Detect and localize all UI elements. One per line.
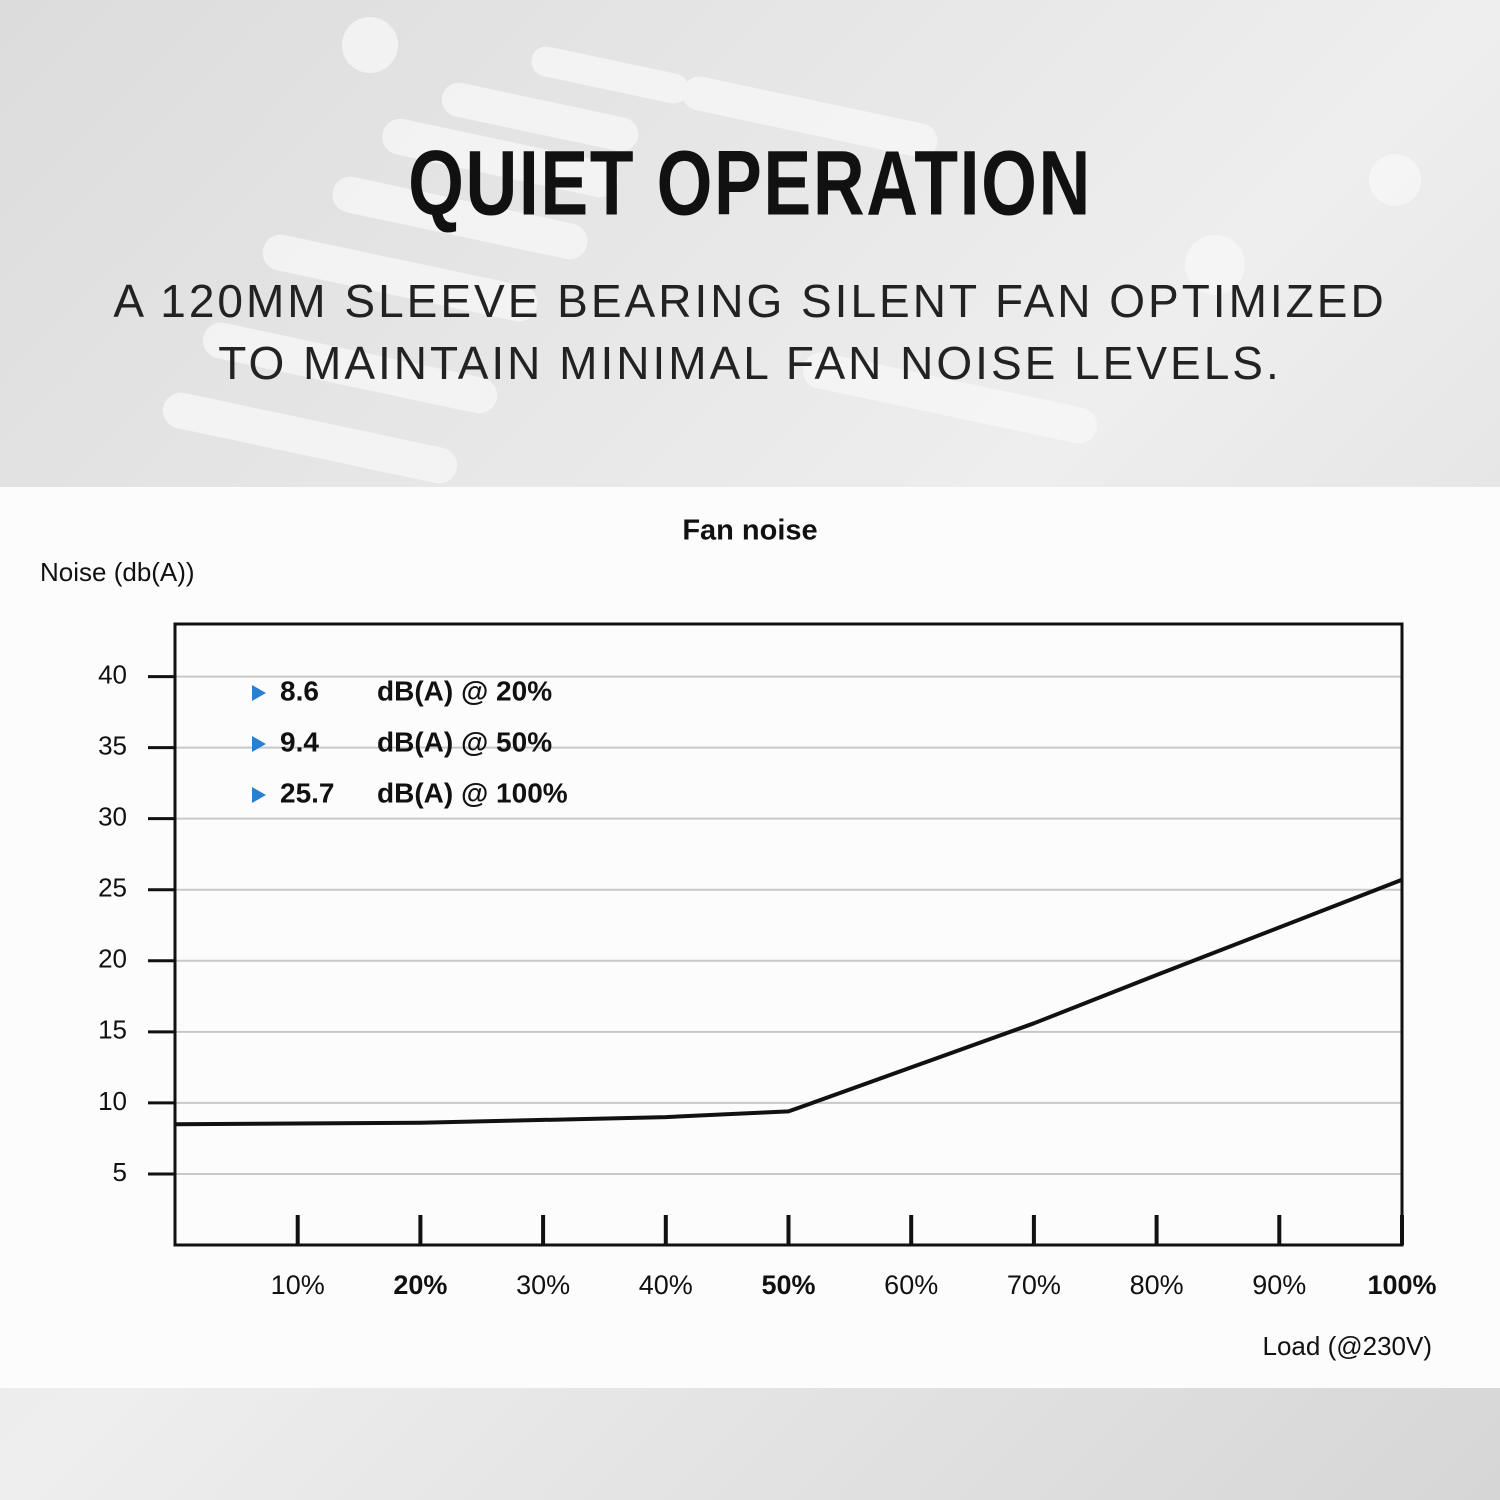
y-tick-label: 35 <box>98 731 127 761</box>
x-tick-label: 80% <box>1130 1270 1184 1300</box>
chart-panel <box>0 487 1500 1388</box>
x-tick-label: 70% <box>1007 1270 1061 1300</box>
x-tick-label: 30% <box>516 1270 570 1300</box>
chart-title: Fan noise <box>682 515 817 547</box>
subtitle-line: TO MAINTAIN MINIMAL FAN NOISE LEVELS. <box>218 337 1282 389</box>
y-tick-label: 15 <box>98 1015 127 1045</box>
data-line <box>174 877 1403 1127</box>
annotation-marker <box>252 685 266 701</box>
headline: QUIET OPERATION <box>408 132 1092 235</box>
x-tick-label: 100% <box>1367 1270 1436 1300</box>
subtitle-line: A 120MM SLEEVE BEARING SILENT FAN OPTIMI… <box>113 275 1386 327</box>
x-tick-label: 20% <box>393 1270 447 1300</box>
annotation-text: dB(A) @ 20% <box>377 675 552 706</box>
y-tick-label: 30 <box>98 802 127 832</box>
y-axis-label: Noise (db(A)) <box>40 557 195 587</box>
y-tick-label: 5 <box>113 1157 127 1187</box>
vent-slots <box>162 17 1421 484</box>
annotation-text: dB(A) @ 50% <box>377 726 552 757</box>
y-tick-label: 20 <box>98 944 127 974</box>
annotation-marker <box>252 787 266 803</box>
x-tick-label: 50% <box>761 1270 815 1300</box>
y-tick-label: 10 <box>98 1086 127 1116</box>
x-axis-label: Load (@230V) <box>1263 1331 1433 1361</box>
annotation-value: 9.4 <box>280 726 319 757</box>
x-tick-label: 40% <box>639 1270 693 1300</box>
annotation-value: 25.7 <box>280 777 335 808</box>
x-tick-label: 10% <box>271 1270 325 1300</box>
annotation-text: dB(A) @ 100% <box>377 777 568 808</box>
annotation-value: 8.6 <box>280 675 319 706</box>
y-tick-label: 25 <box>98 873 127 903</box>
x-tick-label: 90% <box>1252 1270 1306 1300</box>
annotation-marker <box>252 736 266 752</box>
x-tick-label: 60% <box>884 1270 938 1300</box>
y-tick-label: 40 <box>98 659 127 689</box>
